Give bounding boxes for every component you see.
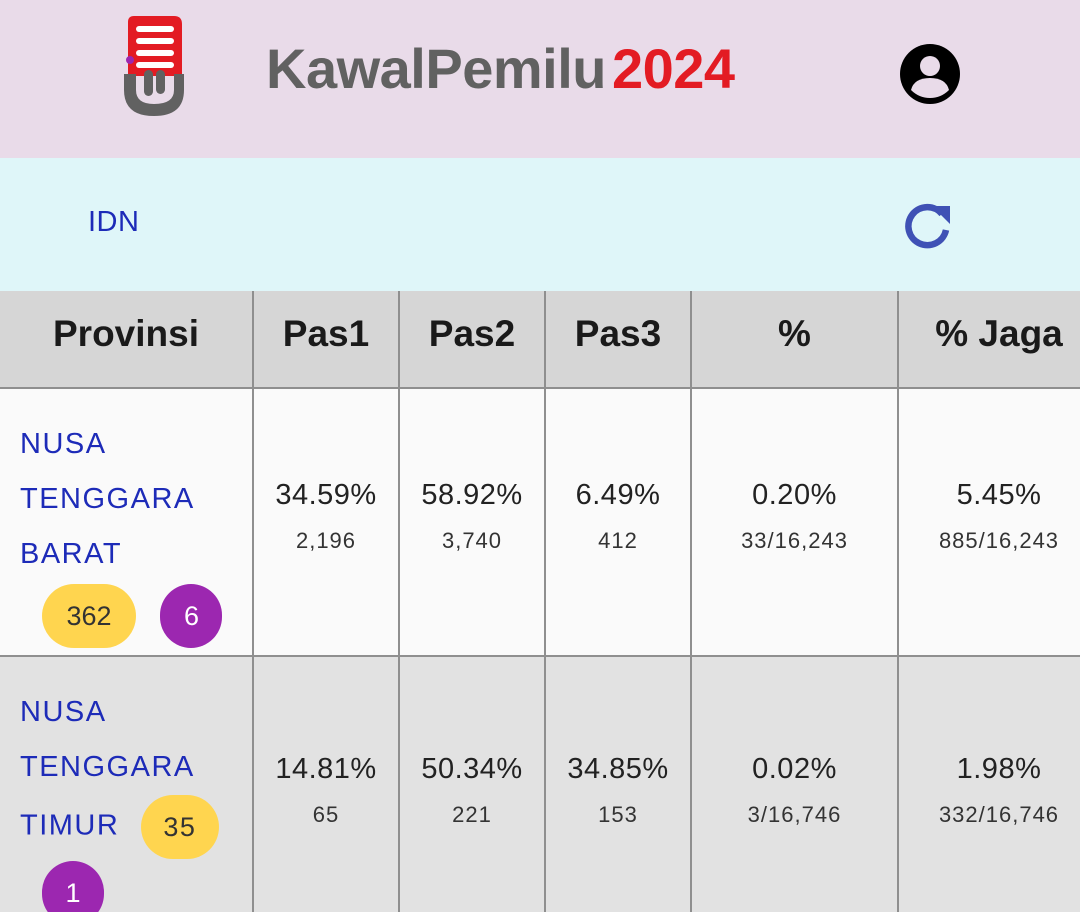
column-header-percent-jaga[interactable]: % Jaga [897,291,1080,389]
app-title: KawalPemilu 2024 [266,36,735,101]
flagged-count-badge[interactable]: 6 [160,584,223,648]
percent-value: 0.20% [752,479,837,511]
province-name-line[interactable]: TENGGARA [20,483,195,515]
pas2-cell: 58.92% 3,740 [398,387,546,657]
pas2-cell: 50.34% 221 [398,655,546,912]
app-name: KawalPemilu [266,37,606,100]
province-link[interactable]: NUSA TENGGARA TIMUR 35 [20,685,242,859]
province-name-line[interactable]: BARAT [20,538,123,570]
column-header-pas1[interactable]: Pas1 [252,291,400,389]
pas3-percent: 34.85% [567,753,669,785]
pas1-percent: 34.59% [275,479,377,511]
column-header-pas3[interactable]: Pas3 [544,291,692,389]
percent-detail: 33/16,243 [741,528,848,553]
province-results-table: Provinsi Pas1 Pas2 Pas3 % % Jaga NUSA TE… [0,291,1080,912]
province-name-line[interactable]: NUSA [20,428,107,460]
flagged-count-badge[interactable]: 1 [42,861,104,912]
pas2-percent: 50.34% [421,753,523,785]
breadcrumb-idn-link[interactable]: IDN [88,206,140,238]
column-header-percent[interactable]: % [690,291,899,389]
province-name-line[interactable]: NUSA [20,696,107,728]
jaga-percent: 1.98% [956,753,1042,785]
province-cell: NUSA TENGGARA BARAT 362 6 [0,387,254,657]
table-row: NUSA TENGGARA BARAT 362 6 34.59% 2,196 5… [0,387,1080,657]
pas1-count: 2,196 [295,528,357,553]
pas1-count: 65 [312,802,340,827]
pas1-percent: 14.81% [275,753,377,785]
province-cell: NUSA TENGGARA TIMUR 35 1 [0,655,254,912]
pas2-count: 3,740 [441,528,503,553]
column-header-provinsi[interactable]: Provinsi [0,291,254,389]
province-name-line[interactable]: TENGGARA [20,751,195,783]
table-header-row: Provinsi Pas1 Pas2 Pas3 % % Jaga [0,291,1080,389]
jaga-detail: 332/16,746 [938,802,1060,827]
percent-cell: 0.20% 33/16,243 [690,387,899,657]
app-header: KawalPemilu 2024 [0,0,1080,158]
percent-value: 0.02% [752,753,837,785]
app-year: 2024 [611,37,735,100]
pas2-percent: 58.92% [421,479,523,511]
province-name-line[interactable]: TIMUR [20,809,120,842]
province-link[interactable]: NUSA TENGGARA BARAT [20,417,242,582]
jaga-percent: 5.45% [956,479,1042,511]
account-icon[interactable] [898,42,962,106]
percent-cell: 0.02% 3/16,746 [690,655,899,912]
pas2-count: 221 [452,802,492,827]
pas3-count: 412 [598,528,638,553]
pending-count-badge[interactable]: 362 [42,584,136,648]
column-header-pas2[interactable]: Pas2 [398,291,546,389]
table-row: NUSA TENGGARA TIMUR 35 1 14.81% 65 50.34… [0,655,1080,912]
pas3-cell: 34.85% 153 [544,655,692,912]
pas1-cell: 34.59% 2,196 [252,387,400,657]
kawalpemilu-logo-icon [124,16,184,116]
percent-detail: 3/16,746 [747,802,842,827]
pas3-count: 153 [598,802,638,827]
refresh-icon[interactable] [900,200,954,254]
pas3-cell: 6.49% 412 [544,387,692,657]
jaga-cell: 5.45% 885/16,243 [897,387,1080,657]
breadcrumb-bar [0,158,1080,291]
pas3-percent: 6.49% [575,479,661,511]
pas1-cell: 14.81% 65 [252,655,400,912]
jaga-cell: 1.98% 332/16,746 [897,655,1080,912]
jaga-detail: 885/16,243 [938,528,1060,553]
pending-count-badge[interactable]: 35 [140,795,219,859]
